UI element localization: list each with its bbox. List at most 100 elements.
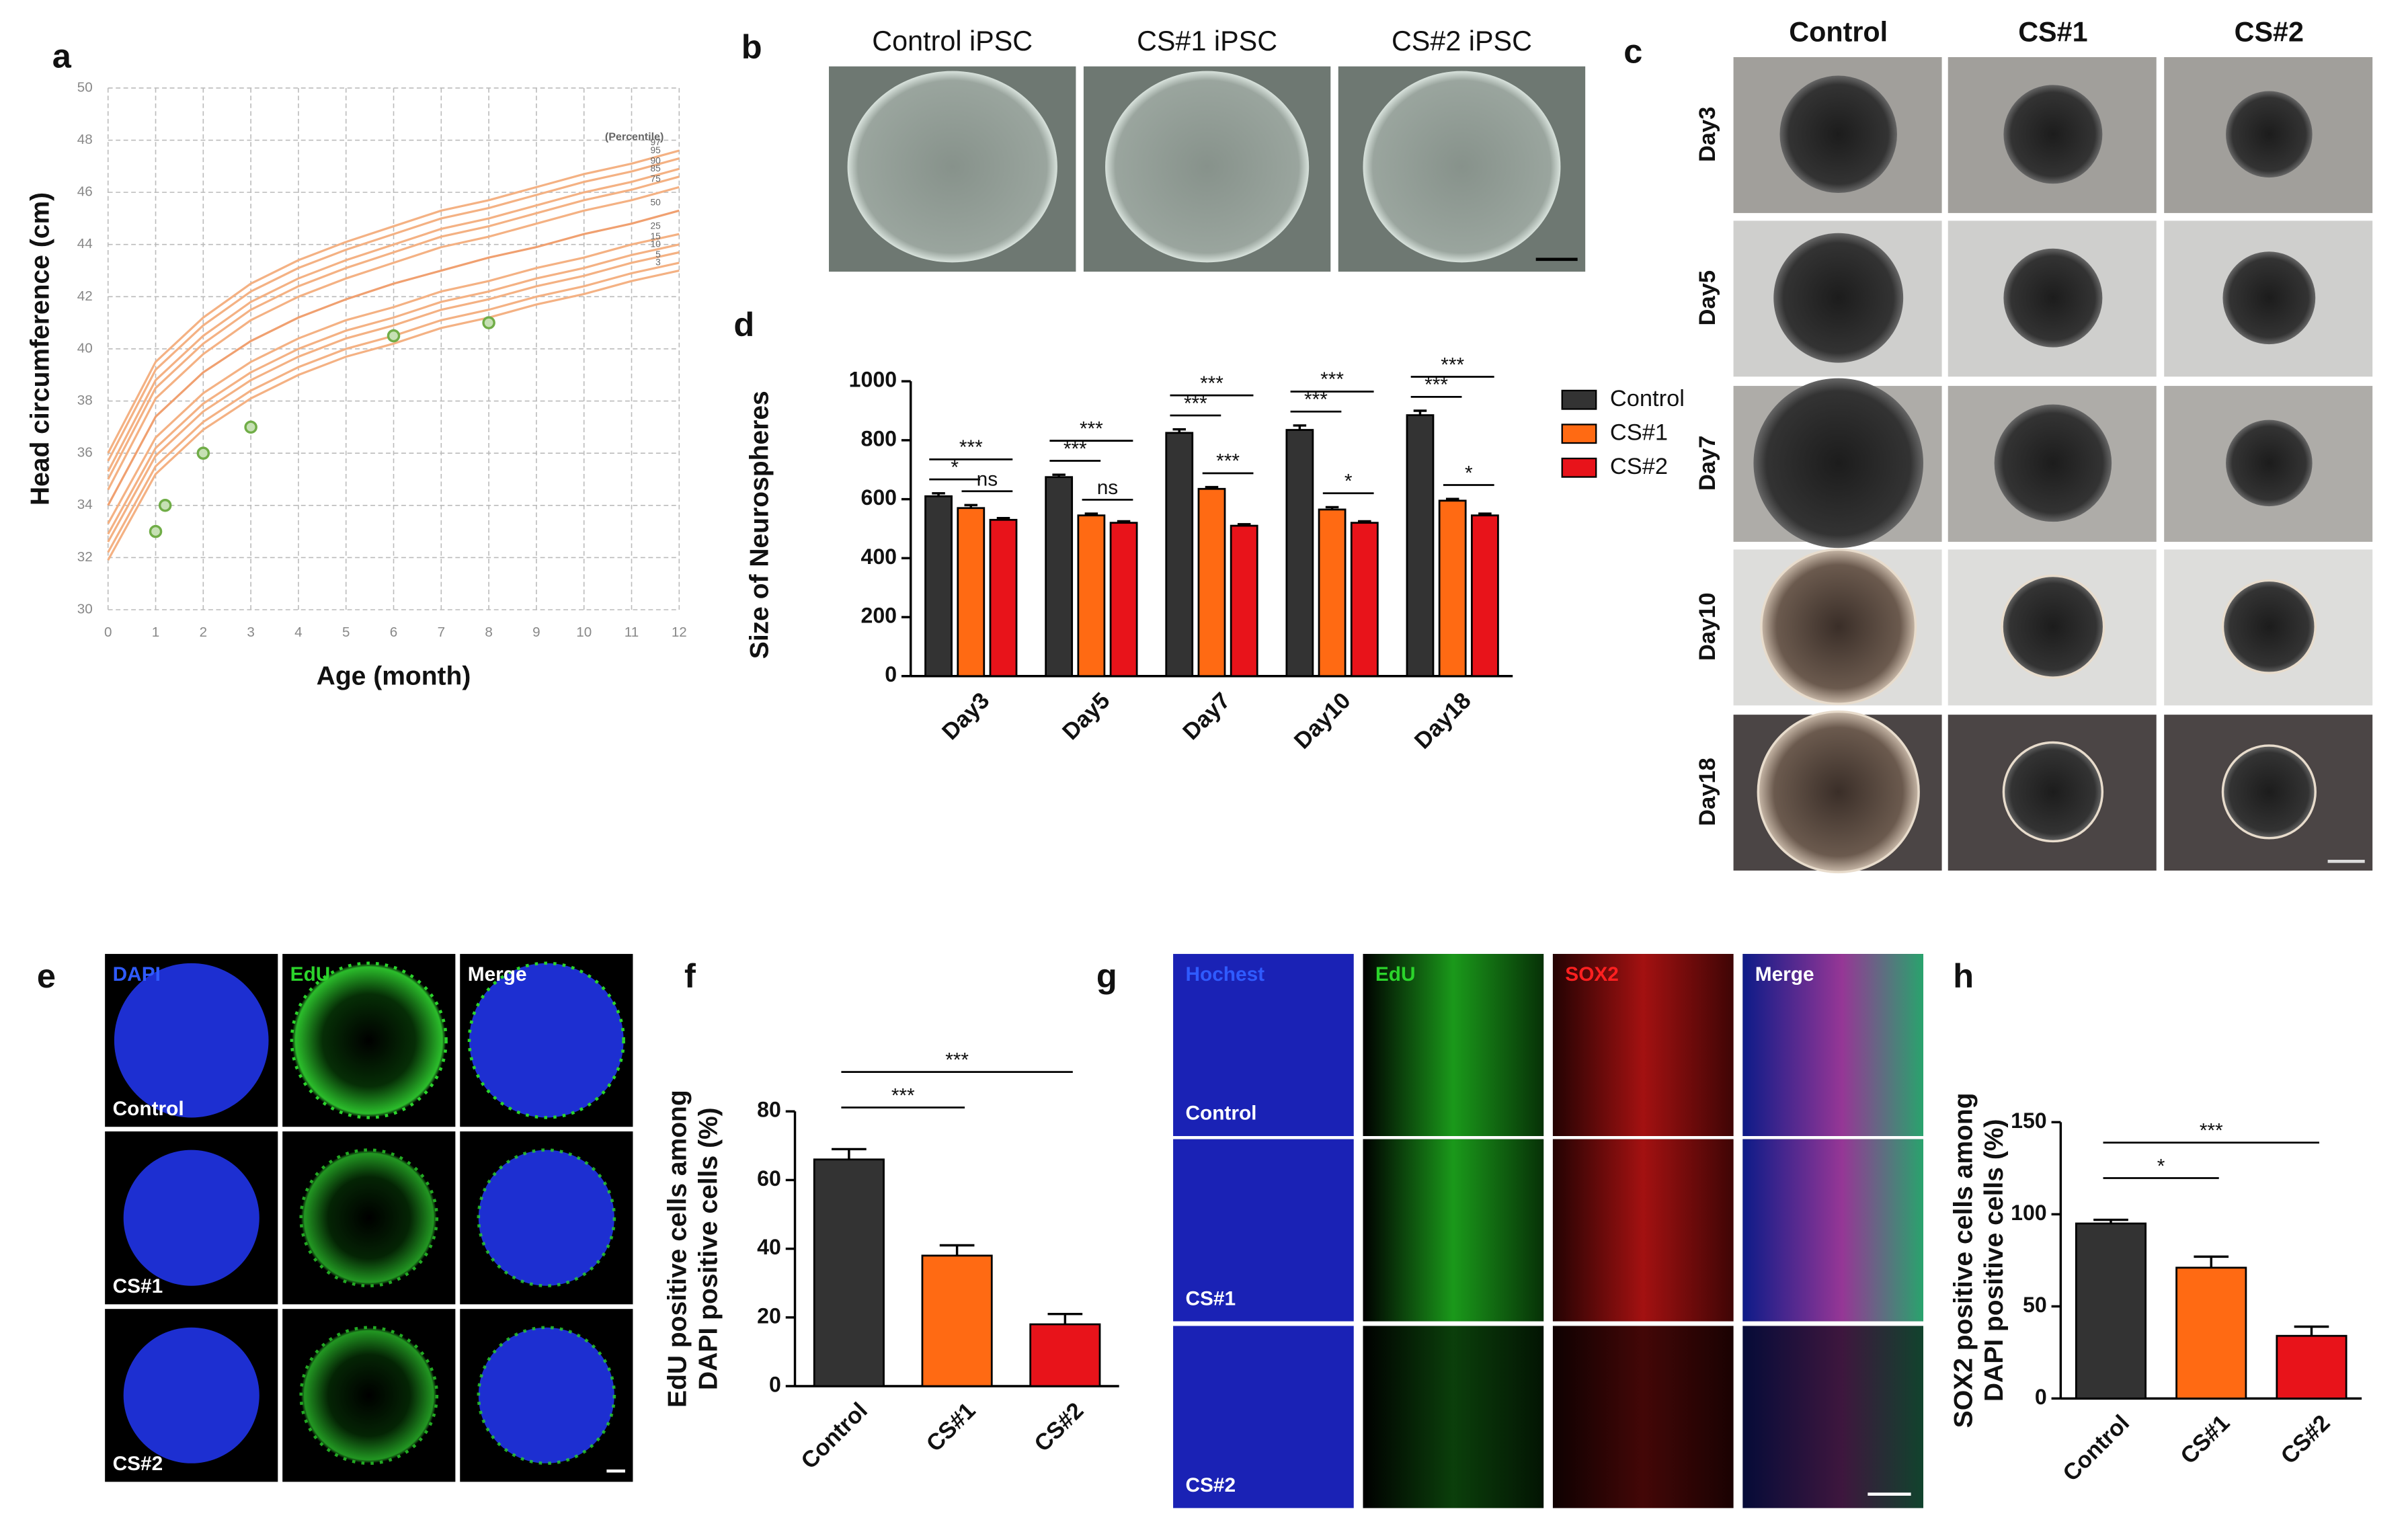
x-tick-label: CS#2 xyxy=(2276,1410,2335,1469)
colony xyxy=(847,71,1057,263)
spheroid xyxy=(1757,710,1920,874)
edu-signal xyxy=(477,1148,616,1288)
y-tick-label: 34 xyxy=(77,497,93,512)
y-tick-label: 200 xyxy=(860,604,897,628)
bar xyxy=(1029,1323,1101,1387)
data-point xyxy=(244,420,257,434)
panel-label: g xyxy=(1096,957,1117,995)
y-tick-label: 150 xyxy=(2011,1109,2047,1133)
stain xyxy=(1363,1326,1544,1508)
legend-entry: 10 xyxy=(650,239,661,249)
percentile-line xyxy=(107,167,680,473)
y-tick-label: 80 xyxy=(757,1098,781,1122)
spheroid xyxy=(2002,741,2104,843)
error-bar xyxy=(1413,409,1427,415)
error-bar xyxy=(1052,473,1066,477)
y-tick-label: 1000 xyxy=(849,368,897,392)
x-tick-label: 8 xyxy=(485,625,493,640)
panel-label: e xyxy=(37,957,56,995)
legend-title: (Percentile) xyxy=(605,131,664,143)
percentile-line xyxy=(107,175,680,480)
legend-swatch xyxy=(1561,457,1597,478)
micrograph xyxy=(1173,1326,1354,1508)
row-label: CS#2 xyxy=(1185,1474,1236,1496)
x-tick-label: 5 xyxy=(342,625,350,640)
significance-label: *** xyxy=(959,436,983,458)
spheroid xyxy=(2001,574,2105,679)
percentile-line xyxy=(107,269,680,561)
x-tick-label: Control xyxy=(2058,1410,2134,1486)
stain xyxy=(1742,954,1924,1136)
y-tick-label: 40 xyxy=(77,340,93,356)
legend-entry: 5 xyxy=(655,249,661,259)
significance-label: * xyxy=(1345,471,1353,493)
significance-label: *** xyxy=(1441,354,1464,376)
y-tick-label: 600 xyxy=(860,485,897,510)
y-tick-label: 32 xyxy=(77,549,93,565)
percentile-line xyxy=(107,157,680,462)
column-label: CS#2 iPSC xyxy=(1392,26,1532,56)
panel-label: a xyxy=(52,37,72,75)
y-axis-label: DAPI positive cells (%) xyxy=(1980,1119,2009,1402)
data-point xyxy=(196,446,210,460)
bar xyxy=(957,507,986,678)
error-bar xyxy=(2294,1325,2329,1336)
y-axis-label: EdU positive cells among xyxy=(664,1090,692,1408)
y-tick-label: 100 xyxy=(2011,1201,2047,1225)
spheroid xyxy=(1994,404,2112,522)
x-tick-label: Day5 xyxy=(1057,688,1115,745)
x-tick-label: 7 xyxy=(438,625,446,640)
panel-label: b xyxy=(741,28,762,66)
legend-entry: 75 xyxy=(650,174,661,184)
spheroid xyxy=(123,1327,259,1463)
column-label: EdU xyxy=(290,963,331,985)
x-tick-label: Day18 xyxy=(1410,688,1476,754)
spheroid xyxy=(2226,419,2313,507)
x-tick-label: Day7 xyxy=(1178,688,1235,745)
column-label: Merge xyxy=(468,963,527,985)
percentile-line xyxy=(107,186,680,491)
spheroid xyxy=(2221,579,2317,674)
data-point xyxy=(482,316,495,329)
x-tick-label: 10 xyxy=(576,625,592,640)
bar xyxy=(1045,476,1074,678)
legend-entry: 25 xyxy=(650,220,661,231)
column-label: SOX2 xyxy=(1565,963,1619,985)
bar xyxy=(2075,1222,2147,1400)
legend-entry: Control xyxy=(1610,386,1685,411)
edu-signal xyxy=(299,1148,439,1288)
error-bar xyxy=(1358,520,1371,523)
y-axis-label: Head circumference (cm) xyxy=(26,192,54,506)
x-tick-label: 11 xyxy=(625,625,639,640)
error-bar xyxy=(1293,424,1307,430)
stain xyxy=(1552,1326,1734,1508)
stain xyxy=(1742,1326,1924,1508)
error-bar xyxy=(1047,1312,1083,1325)
percentile-line xyxy=(107,209,680,506)
y-tick-label: 0 xyxy=(885,662,897,686)
y-tick-label: 20 xyxy=(757,1303,781,1328)
y-tick-label: 60 xyxy=(757,1166,781,1191)
spheroid xyxy=(123,1150,259,1286)
y-tick-label: 48 xyxy=(77,132,93,147)
legend-swatch xyxy=(1561,424,1597,444)
bar xyxy=(1109,522,1138,678)
bar xyxy=(1318,508,1347,678)
error-bar xyxy=(1205,485,1219,489)
micrograph xyxy=(1173,954,1354,1136)
column-label: Merge xyxy=(1755,963,1814,985)
y-tick-label: 0 xyxy=(769,1372,781,1396)
y-tick-label: 400 xyxy=(860,545,897,569)
column-label: CS#1 xyxy=(2018,16,2087,47)
significance-label: ns xyxy=(977,469,998,491)
spheroid xyxy=(1753,378,1924,549)
error-bar xyxy=(832,1148,867,1160)
bar xyxy=(1165,432,1194,678)
edu-signal xyxy=(290,961,448,1119)
x-tick-label: Day10 xyxy=(1289,688,1356,754)
bar xyxy=(1077,514,1106,678)
legend-entry: 85 xyxy=(650,163,661,173)
legend-entry: 95 xyxy=(650,145,661,155)
